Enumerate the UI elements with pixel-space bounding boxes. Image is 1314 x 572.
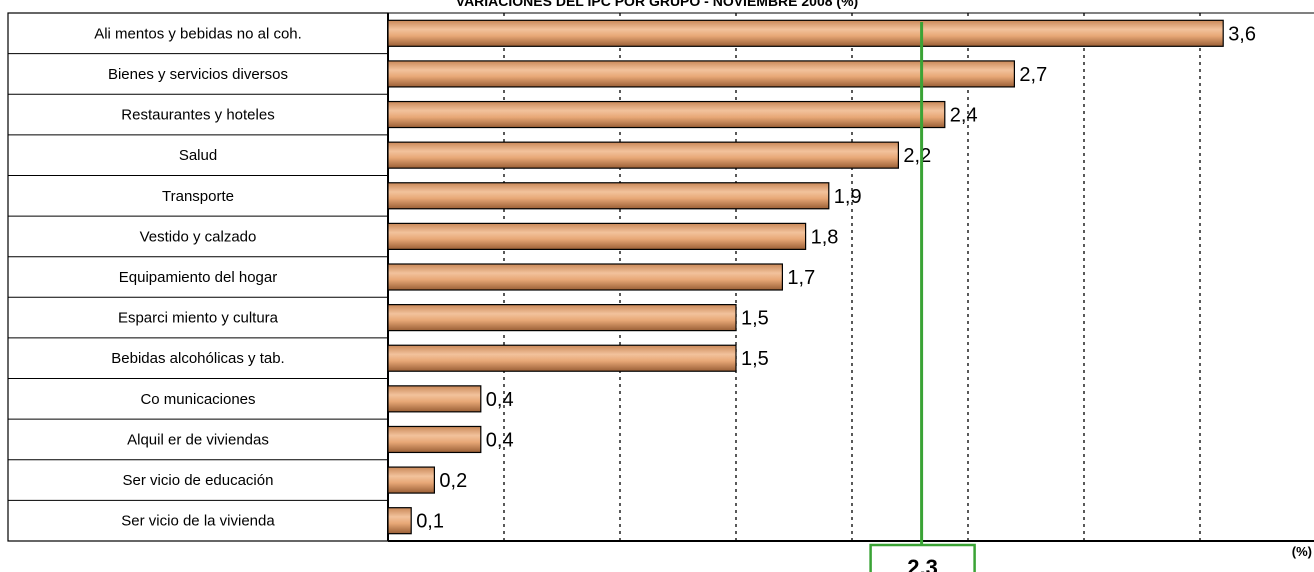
value-label: 0,4 bbox=[486, 429, 514, 451]
bar bbox=[387, 466, 436, 494]
value-label: 1,7 bbox=[787, 267, 815, 289]
value-label: 2,2 bbox=[903, 145, 931, 167]
value-label: 3,6 bbox=[1228, 23, 1256, 45]
bar bbox=[387, 344, 737, 372]
category-label: Ser vicio de la vivienda bbox=[121, 513, 275, 530]
bar bbox=[387, 263, 783, 291]
value-label: 1,5 bbox=[741, 308, 769, 330]
value-label: 0,2 bbox=[439, 470, 467, 492]
bar bbox=[387, 19, 1224, 47]
category-label: Bebidas alcohólicas y tab. bbox=[111, 350, 284, 367]
value-label: 0,1 bbox=[416, 511, 444, 533]
reference-line-group: 2,3 bbox=[869, 22, 976, 572]
value-label: 1,8 bbox=[811, 226, 839, 248]
unit-label: (%) bbox=[1292, 544, 1312, 559]
bar bbox=[387, 182, 830, 210]
bar bbox=[387, 222, 807, 250]
bar bbox=[387, 385, 482, 413]
category-label: Co municaciones bbox=[140, 391, 255, 408]
category-label: Esparci miento y cultura bbox=[118, 310, 279, 327]
value-label: 0,4 bbox=[486, 389, 514, 411]
bar-series bbox=[387, 19, 1224, 535]
bar bbox=[387, 100, 946, 129]
category-label-column: Ali mentos y bebidas no al coh. Bienes y … bbox=[7, 12, 389, 542]
category-label: Ser vicio de educación bbox=[123, 472, 274, 489]
chart-title: VARIACIONES DEL IPC POR GRUPO - NOVIEMBR… bbox=[456, 0, 858, 9]
bar bbox=[387, 141, 899, 169]
category-label: Equipamiento del hogar bbox=[119, 269, 277, 286]
category-label: Salud bbox=[179, 147, 217, 164]
bar bbox=[387, 304, 737, 332]
bar bbox=[387, 507, 412, 535]
reference-value-box bbox=[869, 543, 976, 572]
value-label: 2,7 bbox=[1019, 64, 1047, 86]
value-label: 1,9 bbox=[834, 186, 862, 208]
category-label: Restaurantes y hoteles bbox=[121, 107, 274, 124]
value-label: 1,5 bbox=[741, 348, 769, 370]
category-label-frame bbox=[7, 12, 389, 542]
reference-value-label: 2,3 bbox=[907, 555, 938, 572]
value-label: 2,4 bbox=[950, 105, 978, 127]
category-label: Ali mentos y bebidas no al coh. bbox=[94, 25, 302, 42]
bar bbox=[387, 425, 482, 454]
category-label: Vestido y calzado bbox=[140, 228, 257, 245]
category-label: Transporte bbox=[162, 188, 234, 205]
value-labels: 3,6 2,7 2,4 2,2 1,9 1,8 1,7 1,5 1,5 0,4 0,4 0,2 0,1 bbox=[416, 23, 1256, 532]
bar bbox=[387, 60, 1016, 88]
category-label: Alquil er de viviendas bbox=[127, 431, 269, 448]
category-label: Bienes y servicios diversos bbox=[108, 66, 288, 83]
